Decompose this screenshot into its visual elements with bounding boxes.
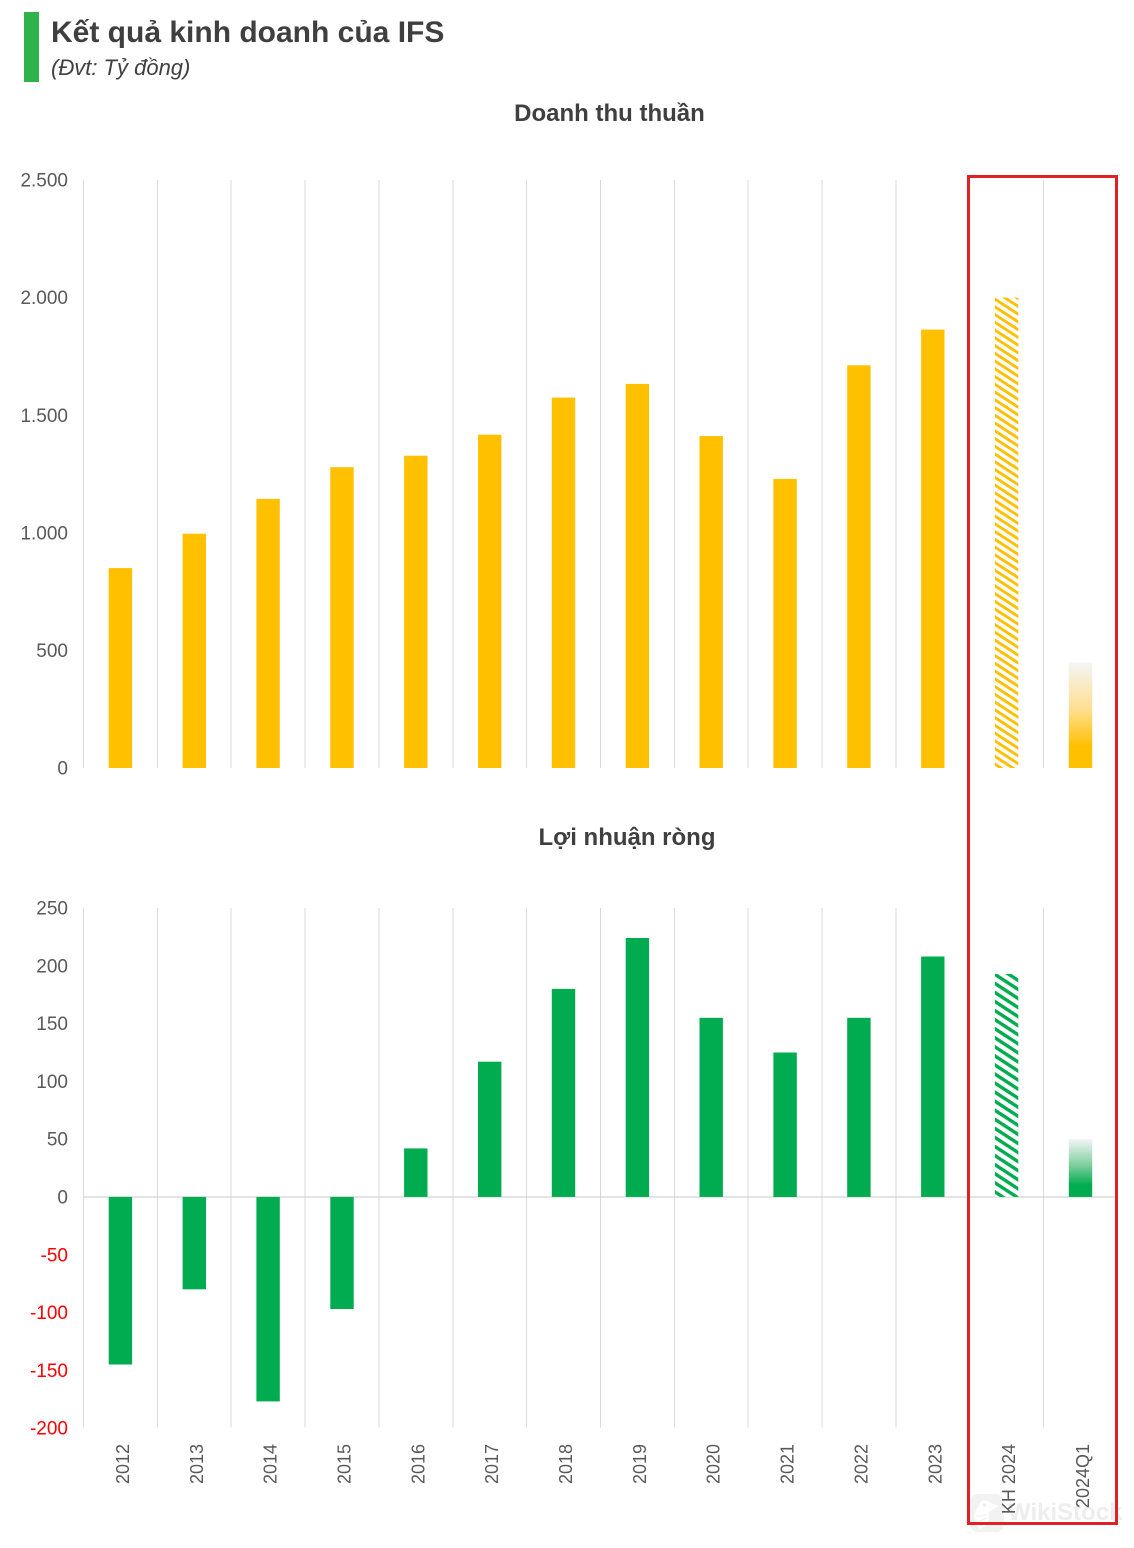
svg-text:2024Q1: 2024Q1	[1073, 1444, 1093, 1508]
svg-text:-150: -150	[30, 1361, 68, 1382]
svg-text:2022: 2022	[851, 1444, 871, 1484]
svg-text:2015: 2015	[335, 1444, 355, 1484]
svg-text:2014: 2014	[261, 1444, 281, 1484]
svg-text:-200: -200	[30, 1419, 68, 1440]
svg-text:2016: 2016	[408, 1444, 428, 1484]
svg-text:Kết quả kinh doanh của IFS: Kết quả kinh doanh của IFS	[51, 16, 444, 49]
svg-text:Lợi nhuận ròng: Lợi nhuận ròng	[538, 824, 715, 851]
svg-text:100: 100	[36, 1072, 68, 1093]
svg-text:0: 0	[57, 1188, 68, 1209]
svg-text:-100: -100	[30, 1303, 68, 1324]
svg-text:2023: 2023	[925, 1444, 945, 1484]
svg-text:150: 150	[36, 1014, 68, 1035]
svg-text:2.000: 2.000	[20, 288, 68, 309]
svg-text:2012: 2012	[113, 1444, 133, 1484]
svg-text:WikiStock: WikiStock	[1008, 1499, 1123, 1526]
svg-text:2013: 2013	[187, 1444, 207, 1484]
svg-text:Doanh thu thuần: Doanh thu thuần	[514, 100, 705, 127]
svg-text:250: 250	[36, 899, 68, 920]
svg-text:200: 200	[36, 956, 68, 977]
svg-text:1.500: 1.500	[20, 406, 68, 427]
svg-text:500: 500	[36, 641, 68, 662]
svg-text:2018: 2018	[556, 1444, 576, 1484]
svg-text:0: 0	[57, 759, 68, 780]
svg-text:2017: 2017	[482, 1444, 502, 1484]
svg-text:2.500: 2.500	[20, 171, 68, 192]
svg-text:50: 50	[47, 1130, 68, 1151]
svg-text:2019: 2019	[630, 1444, 650, 1484]
svg-text:KH 2024: KH 2024	[999, 1444, 1019, 1514]
svg-text:-50: -50	[41, 1245, 68, 1266]
svg-text:1.000: 1.000	[20, 523, 68, 544]
svg-text:(Đvt: Tỷ đồng): (Đvt: Tỷ đồng)	[51, 55, 190, 80]
svg-text:2021: 2021	[778, 1444, 798, 1484]
svg-text:2020: 2020	[704, 1444, 724, 1484]
